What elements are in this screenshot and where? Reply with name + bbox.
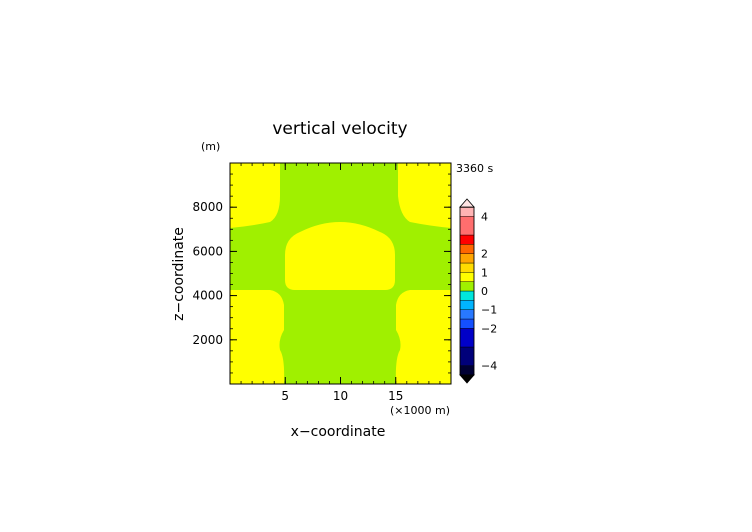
chart-title: vertical velocity [272,119,407,139]
colorbar-swatch [459,346,475,366]
colorbar-tick-label: 1 [481,266,488,279]
colorbar-swatch [459,234,475,245]
x-tick-label: 5 [281,389,289,403]
x-tick-label: 10 [333,389,348,403]
time-label: 3360 s [456,162,493,175]
velocity-field [229,162,452,385]
colorbar-swatch [459,309,475,320]
x-axis-label: x−coordinate [291,424,386,440]
colorbar-swatch [459,216,475,236]
y-tick-label: 8000 [192,200,223,214]
colorbar-swatch [459,328,475,348]
colorbar-swatch [459,365,475,376]
colorbar-swatch [459,262,475,273]
y-tick-label: 2000 [192,333,223,347]
colorbar-min-arrow [459,374,475,384]
colorbar-tick-label: 4 [481,210,488,223]
colorbar-tick-label: −2 [481,322,497,335]
axes: 5 10 15 2000 4000 6000 8000 [192,163,451,403]
colorbar-swatch [459,290,475,301]
colorbar-max-arrow [459,198,475,208]
colorbar-tick-label: 2 [481,248,488,261]
colorbar-swatch [459,244,475,254]
colorbar-tick-label: −1 [481,304,497,317]
colorbar-tick-label: 0 [481,285,488,298]
colorbar-swatch [459,318,475,329]
field-positive-core [285,222,395,290]
y-unit-label: (m) [201,140,220,153]
colorbar-tick-label: −4 [481,360,497,373]
y-axis-label: z−coordinate [171,227,187,321]
y-tick-label: 4000 [192,289,223,303]
colorbar-swatch [459,253,475,264]
x-unit-label: (×1000 m) [390,404,450,417]
x-tick-label: 15 [388,389,403,403]
colorbar-swatch [459,206,475,217]
y-tick-label: 6000 [192,244,223,258]
colorbar-swatch [459,281,475,292]
colorbar: 4 2 1 0 −1 −2 −4 [459,198,497,384]
colorbar-swatch [459,272,475,282]
colorbar-swatch [459,300,475,310]
